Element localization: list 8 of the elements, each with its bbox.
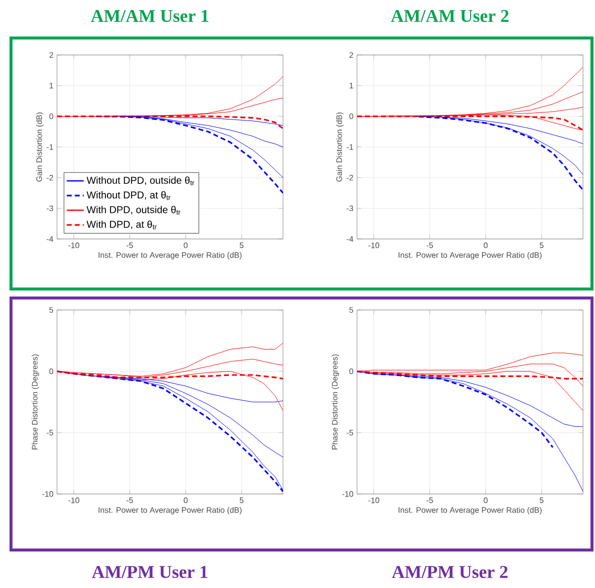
legend-label: Without DPD, outside θ$_{tr}$: [86, 176, 194, 186]
legend-label: With DPD, at θ$_{tr}$: [86, 220, 157, 230]
text: AM/PM User 1: [92, 566, 208, 578]
legend-label: With DPD, outside θ$_{tr}$: [86, 206, 180, 215]
chart-title: AM/AM User 1: [90, 10, 208, 22]
text: AM/PM User 2: [392, 566, 508, 578]
chart-title: AM/AM User 2: [390, 10, 508, 22]
legend-label: Without DPD, at θ$_{tr}$: [86, 191, 170, 200]
